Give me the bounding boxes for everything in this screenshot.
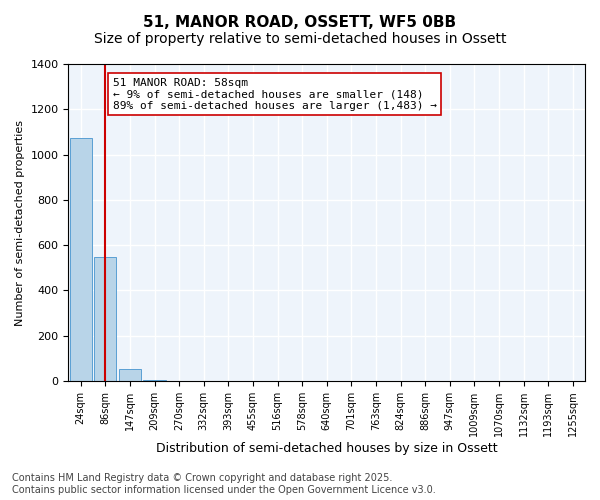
X-axis label: Distribution of semi-detached houses by size in Ossett: Distribution of semi-detached houses by … [156,442,497,455]
Bar [94,256,116,381]
Bar [70,138,92,381]
Bar [143,380,166,381]
Text: 51, MANOR ROAD, OSSETT, WF5 0BB: 51, MANOR ROAD, OSSETT, WF5 0BB [143,15,457,30]
Text: Size of property relative to semi-detached houses in Ossett: Size of property relative to semi-detach… [94,32,506,46]
Bar [119,368,141,381]
Text: 51 MANOR ROAD: 58sqm
← 9% of semi-detached houses are smaller (148)
89% of semi-: 51 MANOR ROAD: 58sqm ← 9% of semi-detach… [113,78,437,111]
Y-axis label: Number of semi-detached properties: Number of semi-detached properties [15,120,25,326]
Text: Contains HM Land Registry data © Crown copyright and database right 2025.
Contai: Contains HM Land Registry data © Crown c… [12,474,436,495]
